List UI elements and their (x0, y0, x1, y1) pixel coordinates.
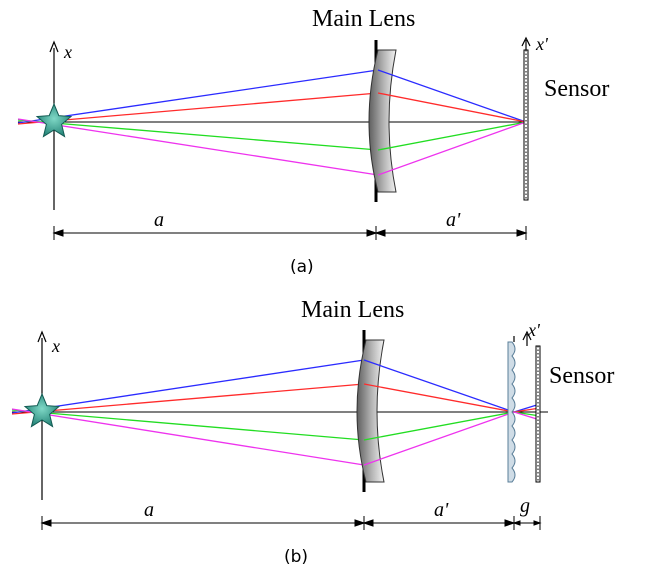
ray-blue-b2 (364, 360, 514, 412)
ray-green-a1 (18, 120, 378, 150)
distance-a-prime-label: a' (446, 209, 461, 231)
object-axis-label-a: x (63, 42, 72, 62)
sensor-a (522, 38, 530, 200)
ray-blue-b1 (12, 360, 364, 413)
ray-red-b2 (364, 384, 514, 412)
ray-red-a2 (378, 93, 526, 122)
main-lens-b (357, 340, 384, 482)
ray-magenta-b2 (364, 412, 514, 465)
caption-b: (b) (284, 547, 308, 567)
distance-b-g-label: g (520, 495, 530, 517)
sensor-b (536, 346, 540, 482)
object-axis-label-b: x (51, 336, 60, 356)
image-axis-label-b: x' (527, 320, 541, 340)
figure-b: x (12, 297, 614, 567)
ray-blue-a2 (378, 70, 526, 122)
image-axis-label-a: x' (535, 34, 549, 54)
distance-b-a-label: a (144, 499, 154, 521)
ray-green-a2 (378, 122, 526, 150)
caption-a: (a) (290, 257, 314, 277)
ray-red-b1 (12, 384, 364, 414)
sensor-label-b: Sensor (549, 363, 614, 389)
dimension-line-b (42, 516, 540, 530)
lens-label-b: Main Lens (301, 297, 404, 323)
ray-blue-a1 (18, 70, 378, 123)
ray-green-b1 (12, 410, 364, 440)
distance-a-label: a (154, 209, 164, 231)
sensor-label-a: Sensor (544, 76, 609, 102)
ray-magenta-a2 (378, 122, 526, 175)
distance-b-a-prime-label: a' (434, 499, 449, 521)
ray-magenta-b1 (12, 409, 364, 465)
lens-label-a: Main Lens (312, 6, 415, 32)
figure-a: x x' Sen (18, 6, 609, 277)
ray-green-b2 (364, 412, 514, 440)
ray-red-a1 (18, 93, 378, 124)
ray-magenta-a1 (18, 119, 378, 175)
